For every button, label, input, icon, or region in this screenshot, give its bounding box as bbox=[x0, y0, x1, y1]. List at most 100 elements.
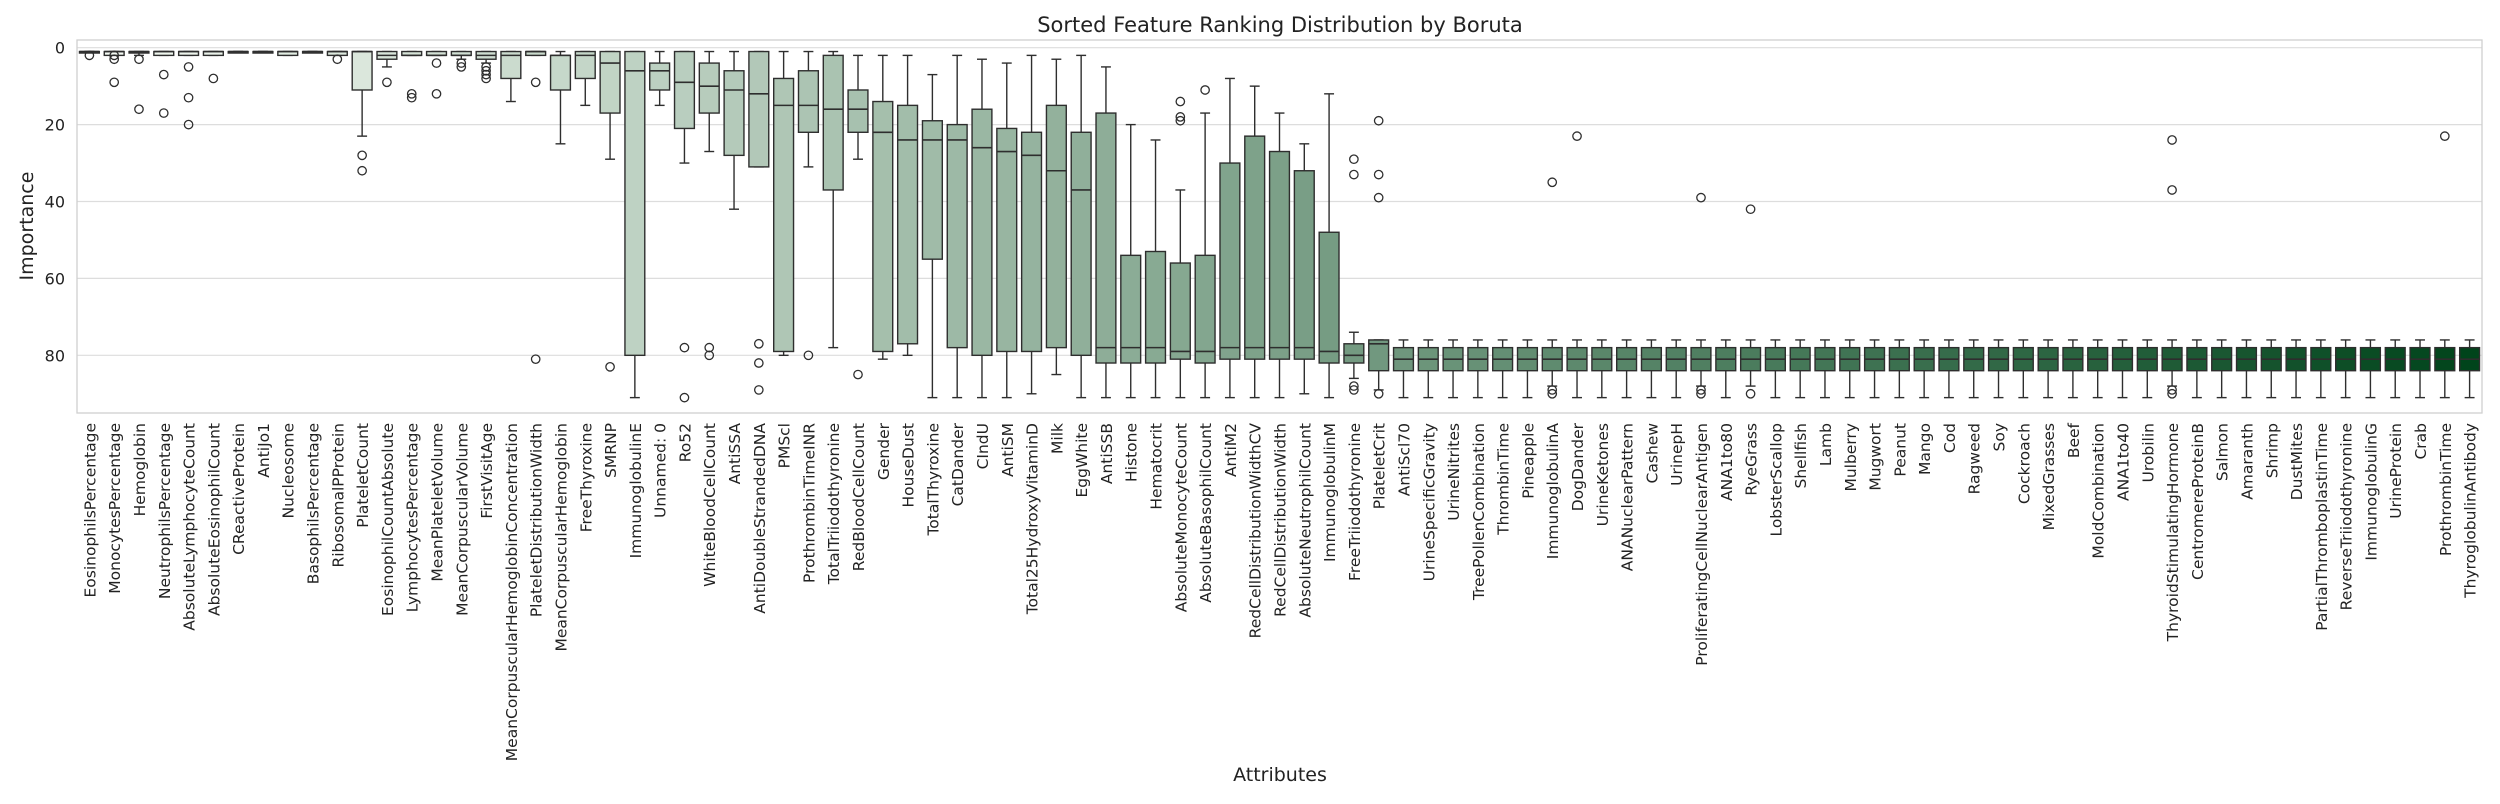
box-group bbox=[277, 50, 299, 57]
box-group bbox=[1120, 123, 1142, 399]
x-tick-label: PlateletCrit bbox=[1371, 423, 1389, 509]
x-tick-label: Nucleosome bbox=[280, 423, 298, 518]
box-group bbox=[1541, 177, 1563, 399]
x-tick-label: Amaranth bbox=[2238, 423, 2256, 500]
box-group bbox=[2434, 131, 2456, 399]
box bbox=[847, 89, 869, 133]
outlier-point bbox=[431, 88, 442, 99]
x-tick-label: RyeGrass bbox=[1743, 423, 1761, 496]
box-group bbox=[2285, 339, 2307, 399]
box-group bbox=[2335, 339, 2357, 399]
x-tick-label: Cockroach bbox=[2015, 423, 2033, 504]
box bbox=[500, 50, 522, 80]
box-group bbox=[896, 54, 919, 357]
box-group bbox=[1194, 85, 1216, 399]
outlier-point bbox=[1349, 154, 1359, 165]
box-group bbox=[2359, 339, 2382, 399]
x-tick-label: Shellfish bbox=[1792, 423, 1810, 488]
box-group bbox=[78, 50, 101, 61]
x-tick-label: Histone bbox=[1123, 423, 1141, 482]
x-tick-label: ProliferatingCellNuclearAntigen bbox=[1693, 423, 1711, 666]
y-tick-label: 40 bbox=[45, 193, 65, 212]
outlier-point bbox=[208, 73, 219, 84]
x-tick-label: AntiM2 bbox=[1222, 423, 1240, 477]
box bbox=[649, 62, 671, 91]
box-group bbox=[2409, 339, 2431, 399]
x-tick-label: Crab bbox=[2412, 423, 2430, 460]
x-tick-label: ReverseTriiodothyronine bbox=[2338, 423, 2356, 610]
x-tick-label: CentromereProteinB bbox=[2189, 423, 2207, 580]
outlier-point bbox=[134, 104, 144, 115]
outlier-point bbox=[704, 342, 715, 353]
box-group bbox=[1368, 115, 1390, 399]
box-group bbox=[872, 54, 894, 360]
box-group bbox=[1219, 77, 1241, 399]
x-tick-label: RedBloodCellCount bbox=[850, 423, 868, 571]
box-group bbox=[1789, 339, 1811, 399]
x-tick-label: DogDander bbox=[1569, 422, 1587, 511]
x-tick-label: Urobilin bbox=[2139, 423, 2157, 482]
box bbox=[351, 50, 373, 91]
x-tick-label: EosinophilsPercentage bbox=[81, 423, 99, 598]
box-group bbox=[1293, 143, 1315, 395]
x-tick-label: Ro52 bbox=[676, 423, 694, 462]
x-tick-label: ProthrombinTime bbox=[2437, 423, 2455, 556]
box-group bbox=[797, 50, 820, 361]
box-group bbox=[301, 50, 324, 54]
box-group bbox=[1169, 96, 1191, 399]
x-tick-label: CReactiveProtein bbox=[230, 423, 248, 555]
x-tick-label: AbsoluteNeutrophilCount bbox=[1296, 423, 1314, 618]
outlier-point bbox=[84, 50, 95, 61]
box-group bbox=[425, 50, 448, 99]
box-group bbox=[2384, 339, 2406, 399]
box-group bbox=[2458, 339, 2481, 399]
x-tick-label: DustMites bbox=[2288, 423, 2306, 500]
y-tick-label: 80 bbox=[45, 346, 65, 365]
outlier-point bbox=[1696, 192, 1706, 203]
box-group bbox=[1814, 339, 1836, 399]
box bbox=[797, 70, 820, 133]
outlier-point bbox=[158, 69, 169, 80]
outlier-point bbox=[481, 73, 491, 84]
box-group bbox=[599, 50, 621, 372]
outlier-point bbox=[456, 58, 467, 68]
box bbox=[723, 70, 745, 157]
x-tick-label: LymphocytesPercentage bbox=[404, 423, 422, 612]
box-group bbox=[971, 58, 993, 399]
box-group bbox=[1739, 204, 1762, 399]
box-group bbox=[1244, 85, 1266, 399]
x-tick-label: PMScl bbox=[776, 423, 794, 468]
outlier-point bbox=[2167, 185, 2177, 195]
box-group bbox=[1913, 339, 1935, 399]
box-group bbox=[1665, 339, 1687, 399]
y-tick-label: 60 bbox=[45, 269, 65, 288]
outlier-point bbox=[753, 358, 764, 368]
outlier-point bbox=[679, 342, 690, 353]
outlier-point bbox=[357, 150, 367, 161]
outlier-point bbox=[109, 50, 120, 61]
x-tick-label: Cashew bbox=[1643, 423, 1661, 484]
x-tick-label: PartialThromboplastinTime bbox=[2313, 423, 2331, 631]
box-group bbox=[177, 50, 200, 130]
x-tick-label: AntiSSA bbox=[726, 423, 744, 485]
x-tick-label: MoldCombination bbox=[2090, 423, 2108, 559]
box bbox=[748, 50, 770, 168]
x-tick-label: ProthrombinTimeINR bbox=[800, 423, 818, 583]
box bbox=[822, 54, 844, 191]
x-tick-label: PlateletDistributionWidth bbox=[528, 423, 546, 617]
box-group bbox=[1045, 58, 1067, 376]
x-tick-label: MeanCorpuscularHemoglobin bbox=[552, 423, 570, 652]
x-axis-ticks: EosinophilsPercentage MonocytesPercentage… bbox=[81, 422, 2479, 761]
outlier-point bbox=[1373, 169, 1384, 180]
x-tick-label: ANA1to40 bbox=[2114, 423, 2132, 501]
box-group bbox=[2186, 339, 2208, 399]
x-tick-label: UrineNitrites bbox=[1445, 423, 1463, 521]
box-group bbox=[2012, 339, 2034, 399]
outlier-point bbox=[406, 92, 417, 103]
box-group bbox=[1863, 339, 1886, 399]
box bbox=[946, 123, 968, 349]
x-tick-label: ANANuclearPattern bbox=[1619, 423, 1637, 571]
x-tick-label: AbsoluteMonocyteCount bbox=[1172, 423, 1190, 612]
box-group bbox=[326, 50, 348, 65]
x-tick-label: ThrombinTime bbox=[1495, 423, 1513, 536]
